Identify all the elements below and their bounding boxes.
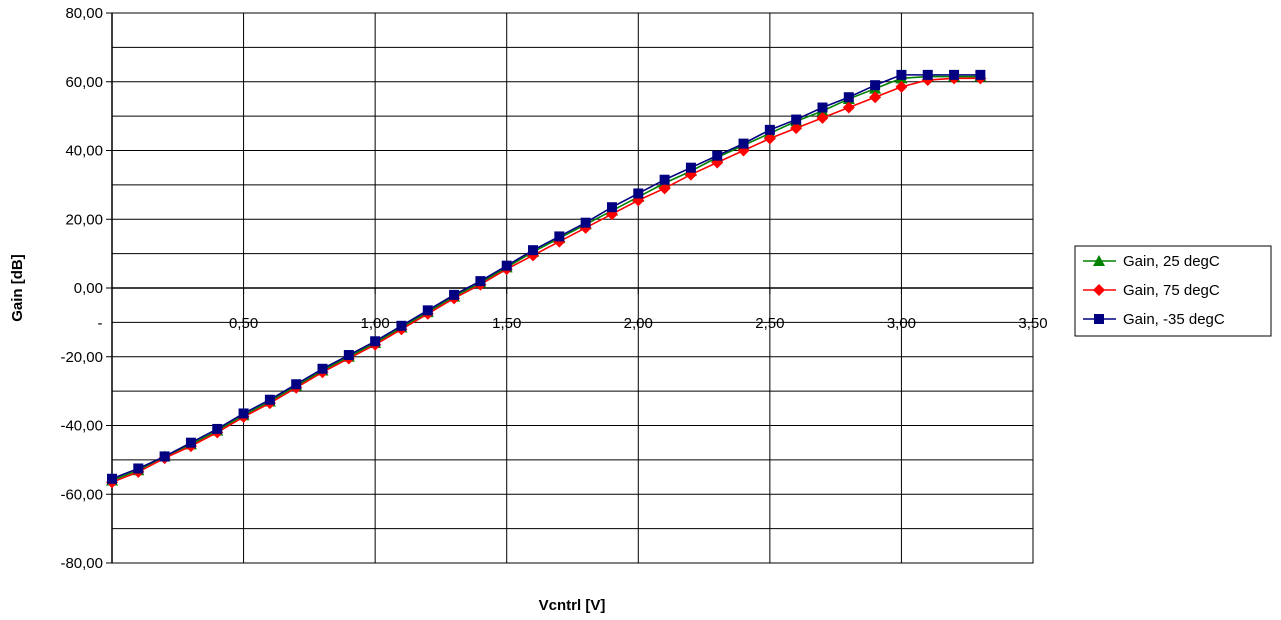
series-line [111,77,981,483]
legend: Gain, 25 degC Gain, 75 degC Gain, -35 degC [1074,245,1272,337]
data-point [554,231,565,242]
data-point [816,111,829,124]
legend-label: Gain, 25 degC [1123,253,1220,270]
x-tick-label: 0,50 [229,315,258,332]
data-point [475,276,486,287]
data-point [738,138,749,149]
x-tick-label: 1,00 [361,315,390,332]
series-group [106,69,987,489]
data-point [712,150,723,161]
data-point [685,162,696,173]
legend-marker [1093,284,1105,296]
data-point [922,69,933,80]
data-point [449,289,460,300]
data-point [107,473,117,484]
x-tick-label: 2,00 [624,315,653,332]
data-point [396,320,407,331]
data-point [528,245,539,256]
legend-marker [1093,255,1105,266]
data-point [895,80,908,93]
data-point [422,305,433,316]
data-point [159,451,170,462]
data-point [291,379,302,390]
series-line [111,74,981,480]
data-point [869,91,882,104]
y-tick-label: 20,00 [65,211,103,228]
tick-labels: 80,00 60,00 40,00 20,00 0,00 -20,00 -40,00 -60,… [60,5,1047,572]
data-point [343,350,354,361]
data-point [763,132,776,145]
data-point [870,80,881,91]
data-point [212,423,223,434]
data-point [949,69,960,80]
series-3 [107,69,986,484]
legend-marker [1094,314,1104,324]
data-point [975,69,986,80]
data-point [185,437,196,448]
x-tick-label: 2,50 [755,315,784,332]
legend-label: Gain, -35 degC [1123,311,1225,328]
data-point [133,463,144,474]
legend-label: Gain, 75 degC [1123,282,1220,299]
x-tick-label: 1,50 [492,315,521,332]
data-point [264,394,275,405]
axes [106,12,1034,564]
x-tick-label: - [98,315,103,332]
y-axis-title: Gain [dB] [9,254,26,322]
data-point [501,260,512,271]
y-tick-label: -40,00 [60,418,103,435]
data-point [580,217,591,228]
x-axis-title: Vcntrl [V] [539,597,606,614]
data-point [606,202,617,213]
data-point [817,102,828,113]
y-tick-label: -80,00 [60,555,103,572]
data-point [658,182,671,195]
y-tick-label: 60,00 [65,74,103,91]
data-point [370,336,381,347]
x-tick-label: 3,50 [1018,315,1047,332]
y-tick-label: -20,00 [60,349,103,366]
data-point [238,408,249,419]
data-point [896,69,907,80]
data-point [764,124,775,135]
data-point [659,174,670,185]
y-tick-label: 80,00 [65,5,103,22]
x-tick-label: 3,00 [887,315,916,332]
y-tick-label: -60,00 [60,486,103,503]
y-tick-label: 0,00 [74,280,103,297]
data-point [791,114,802,125]
data-point [317,363,328,374]
data-point [843,92,854,103]
data-point [790,122,803,135]
y-tick-label: 40,00 [65,143,103,160]
data-point [842,101,855,114]
series-line [111,75,981,482]
data-point [633,188,644,199]
